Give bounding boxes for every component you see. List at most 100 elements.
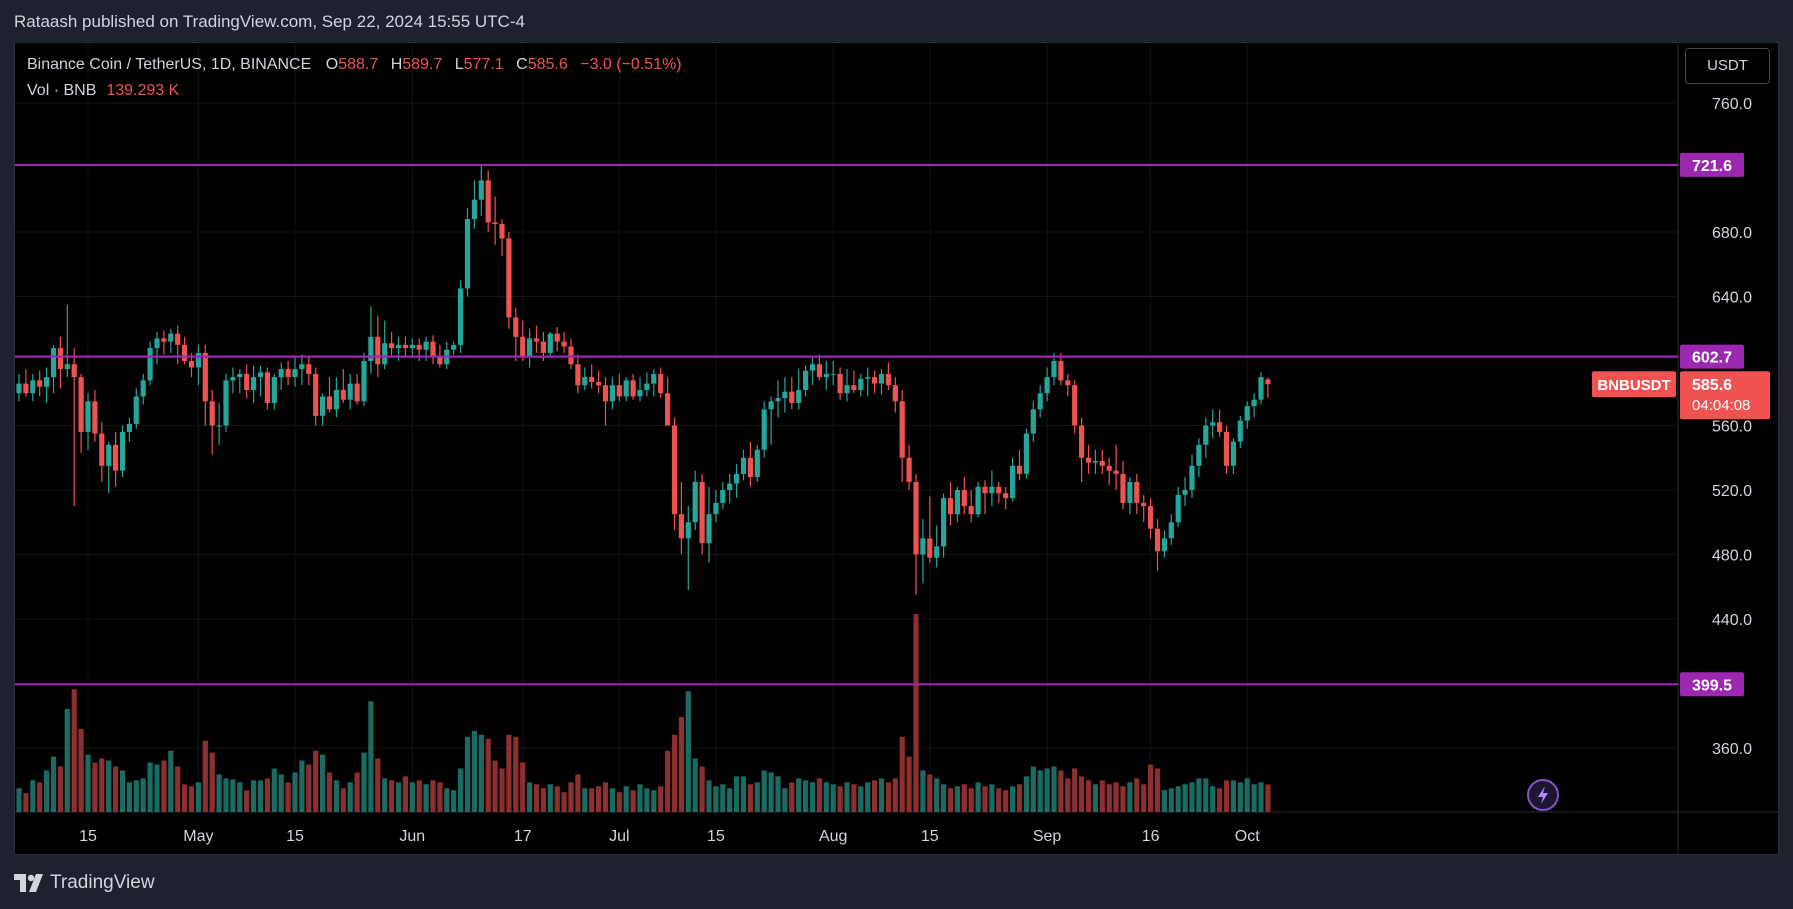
volume-bar — [92, 762, 98, 812]
volume-bar — [154, 764, 160, 812]
candle-body — [616, 385, 622, 397]
candle-body — [202, 352, 208, 402]
x-tick-label: May — [183, 828, 213, 845]
volume-bar — [16, 788, 22, 812]
volume-bar — [527, 782, 533, 812]
currency-button[interactable]: USDT — [1685, 48, 1770, 84]
volume-bar — [361, 752, 367, 812]
volume-bar — [57, 766, 63, 812]
volume-bar — [506, 734, 512, 812]
candle-body — [37, 380, 43, 387]
volume-bar — [285, 782, 291, 812]
volume-label[interactable]: Vol · BNB — [27, 82, 97, 99]
y-tick-label: 560.0 — [1712, 419, 1752, 436]
volume-row: Vol · BNB 139.293 K — [27, 78, 682, 104]
candle-body — [768, 401, 774, 410]
volume-bar — [671, 734, 678, 812]
candle-body — [237, 373, 243, 378]
x-tick-label: 16 — [1142, 828, 1160, 845]
candle-body — [278, 369, 284, 378]
volume-bar — [64, 709, 70, 812]
volume-bar — [589, 788, 595, 812]
candle-body — [1058, 361, 1064, 381]
volume-bar — [747, 784, 753, 812]
candle-body — [1265, 379, 1271, 385]
volume-bar — [85, 754, 91, 812]
volume-bar — [437, 782, 443, 812]
candle-body — [1003, 493, 1009, 499]
y-tick-label: 480.0 — [1712, 548, 1752, 565]
candle-body — [506, 238, 512, 318]
change-value: −3.0 (−0.51%) — [580, 56, 682, 73]
volume-bar — [375, 758, 381, 812]
volume-bar — [651, 790, 657, 812]
candle-body — [409, 344, 415, 349]
candle-body — [230, 377, 236, 381]
volume-bar — [1258, 782, 1264, 812]
volume-bar — [941, 784, 947, 812]
volume-bar — [333, 780, 339, 812]
footer-brand[interactable]: TradingView — [14, 866, 155, 900]
candle-body — [402, 344, 408, 349]
symbol-title[interactable]: Binance Coin / TetherUS, 1D, BINANCE — [27, 56, 312, 73]
candle-body — [451, 344, 457, 350]
volume-bar — [458, 768, 464, 812]
volume-bar — [706, 780, 712, 812]
candle-body — [244, 373, 250, 391]
volume-bar — [1127, 782, 1133, 812]
x-tick-label: 15 — [286, 828, 304, 845]
level-label: 399.5 — [1692, 677, 1732, 694]
volume-bar — [182, 784, 188, 812]
x-tick-label: 17 — [514, 828, 532, 845]
candle-body — [1230, 441, 1236, 466]
volume-bar — [713, 786, 719, 812]
volume-bar — [816, 778, 822, 812]
candle-body — [851, 385, 857, 391]
volume-bar — [1237, 782, 1243, 812]
volume-bar — [1217, 788, 1223, 812]
candle-body — [547, 333, 553, 353]
volume-bar — [106, 760, 112, 812]
candle-body — [520, 336, 526, 357]
volume-bar — [1182, 784, 1188, 812]
volume-bar — [451, 790, 457, 812]
low-label: L — [454, 56, 464, 73]
candle-body — [154, 338, 160, 349]
chart-frame[interactable] — [14, 42, 1779, 855]
candle-body — [423, 341, 429, 350]
volume-bar — [1203, 778, 1209, 812]
x-tick-label: Jul — [609, 828, 629, 845]
candle-body — [975, 486, 981, 515]
volume-bar — [140, 778, 146, 812]
candle-body — [168, 333, 174, 342]
candle-body — [271, 377, 277, 403]
candle-body — [485, 180, 491, 223]
candle-body — [57, 348, 63, 370]
candle-body — [395, 344, 402, 349]
volume-bar — [602, 782, 609, 812]
volume-bar — [175, 766, 181, 812]
volume-bar — [658, 786, 664, 812]
candle-body — [437, 356, 443, 365]
volume-bar — [533, 784, 540, 812]
candle-body — [140, 380, 146, 397]
volume-bar — [968, 788, 974, 812]
candle-body — [126, 423, 132, 432]
volume-bar — [554, 786, 560, 812]
volume-bar — [395, 782, 402, 812]
volume-value: 139.293 K — [106, 82, 180, 99]
y-tick-label: 440.0 — [1712, 612, 1752, 629]
candle-body — [1203, 425, 1209, 445]
candle-body — [161, 338, 167, 342]
volume-bar — [237, 782, 243, 812]
candle-body — [16, 383, 22, 394]
candle-body — [1030, 409, 1036, 434]
candle-body — [292, 369, 298, 378]
candle-body — [326, 396, 333, 410]
close-value: 585.6 — [527, 56, 568, 73]
volume-bar — [368, 701, 374, 812]
candle-body — [99, 433, 105, 466]
candle-body — [734, 473, 740, 484]
volume-bar — [754, 782, 760, 812]
